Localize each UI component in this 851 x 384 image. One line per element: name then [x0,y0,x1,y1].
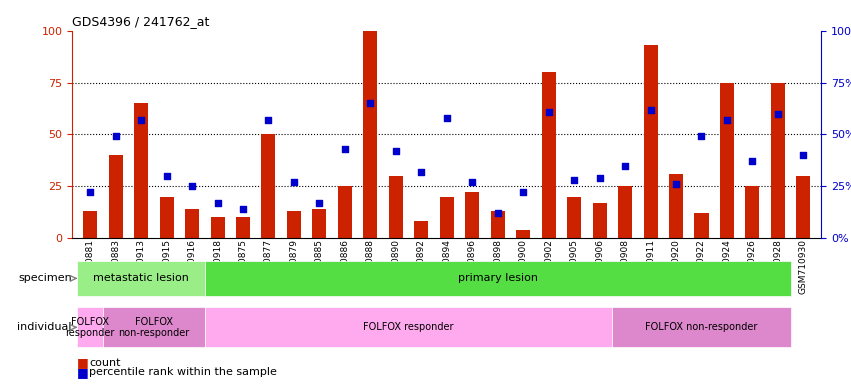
FancyBboxPatch shape [205,308,613,347]
Point [389,148,403,154]
Text: metastatic lesion: metastatic lesion [93,273,189,283]
FancyBboxPatch shape [205,261,791,296]
Point [465,179,479,185]
Text: primary lesion: primary lesion [458,273,538,283]
Point [720,117,734,123]
Text: GDS4396 / 241762_at: GDS4396 / 241762_at [72,15,209,28]
Bar [797,176,810,238]
Point [211,200,225,206]
Bar [592,203,607,238]
Point [134,117,148,123]
Point [287,179,300,185]
Bar [669,174,683,238]
Point [619,162,632,169]
Point [669,181,683,187]
Bar [541,72,556,238]
Point [568,177,581,183]
Bar [236,217,250,238]
Bar [160,197,174,238]
Bar [491,211,505,238]
Bar [771,83,785,238]
Bar [414,222,428,238]
Point [363,100,377,106]
Bar [745,186,759,238]
Bar [134,103,148,238]
Point [261,117,275,123]
Bar [720,83,734,238]
Bar [643,45,658,238]
Point [797,152,810,158]
Point [312,200,326,206]
Text: percentile rank within the sample: percentile rank within the sample [89,367,277,377]
Point [542,109,556,115]
Bar [440,197,454,238]
Text: ■: ■ [77,366,89,379]
Bar [618,186,632,238]
Text: FOLFOX
responder: FOLFOX responder [66,316,115,338]
Text: ■: ■ [77,356,89,369]
Bar [185,209,199,238]
Bar [465,192,479,238]
Point [694,133,708,139]
Point [160,173,174,179]
Point [593,175,607,181]
Bar [109,155,123,238]
Bar [567,197,581,238]
FancyBboxPatch shape [77,261,205,296]
Text: FOLFOX non-responder: FOLFOX non-responder [645,322,757,333]
Text: individual: individual [17,322,71,333]
Bar [83,211,97,238]
Point [745,158,759,164]
Point [771,111,785,117]
Point [491,210,505,216]
Bar [363,31,377,238]
Point [83,189,97,195]
Bar [338,186,352,238]
Point [338,146,351,152]
Bar [210,217,225,238]
Text: FOLFOX responder: FOLFOX responder [363,322,454,333]
FancyBboxPatch shape [613,308,791,347]
Text: count: count [89,358,121,368]
Bar [389,176,403,238]
Text: specimen: specimen [18,273,71,283]
FancyBboxPatch shape [103,308,205,347]
Bar [694,213,709,238]
Point [186,183,199,189]
Point [643,106,657,113]
FancyBboxPatch shape [77,308,103,347]
Bar [517,230,530,238]
Bar [312,209,327,238]
Bar [287,211,301,238]
Point [414,169,428,175]
Point [109,133,123,139]
Point [440,115,454,121]
Bar [261,134,276,238]
Point [517,189,530,195]
Text: FOLFOX
non-responder: FOLFOX non-responder [118,316,190,338]
Point [237,206,250,212]
